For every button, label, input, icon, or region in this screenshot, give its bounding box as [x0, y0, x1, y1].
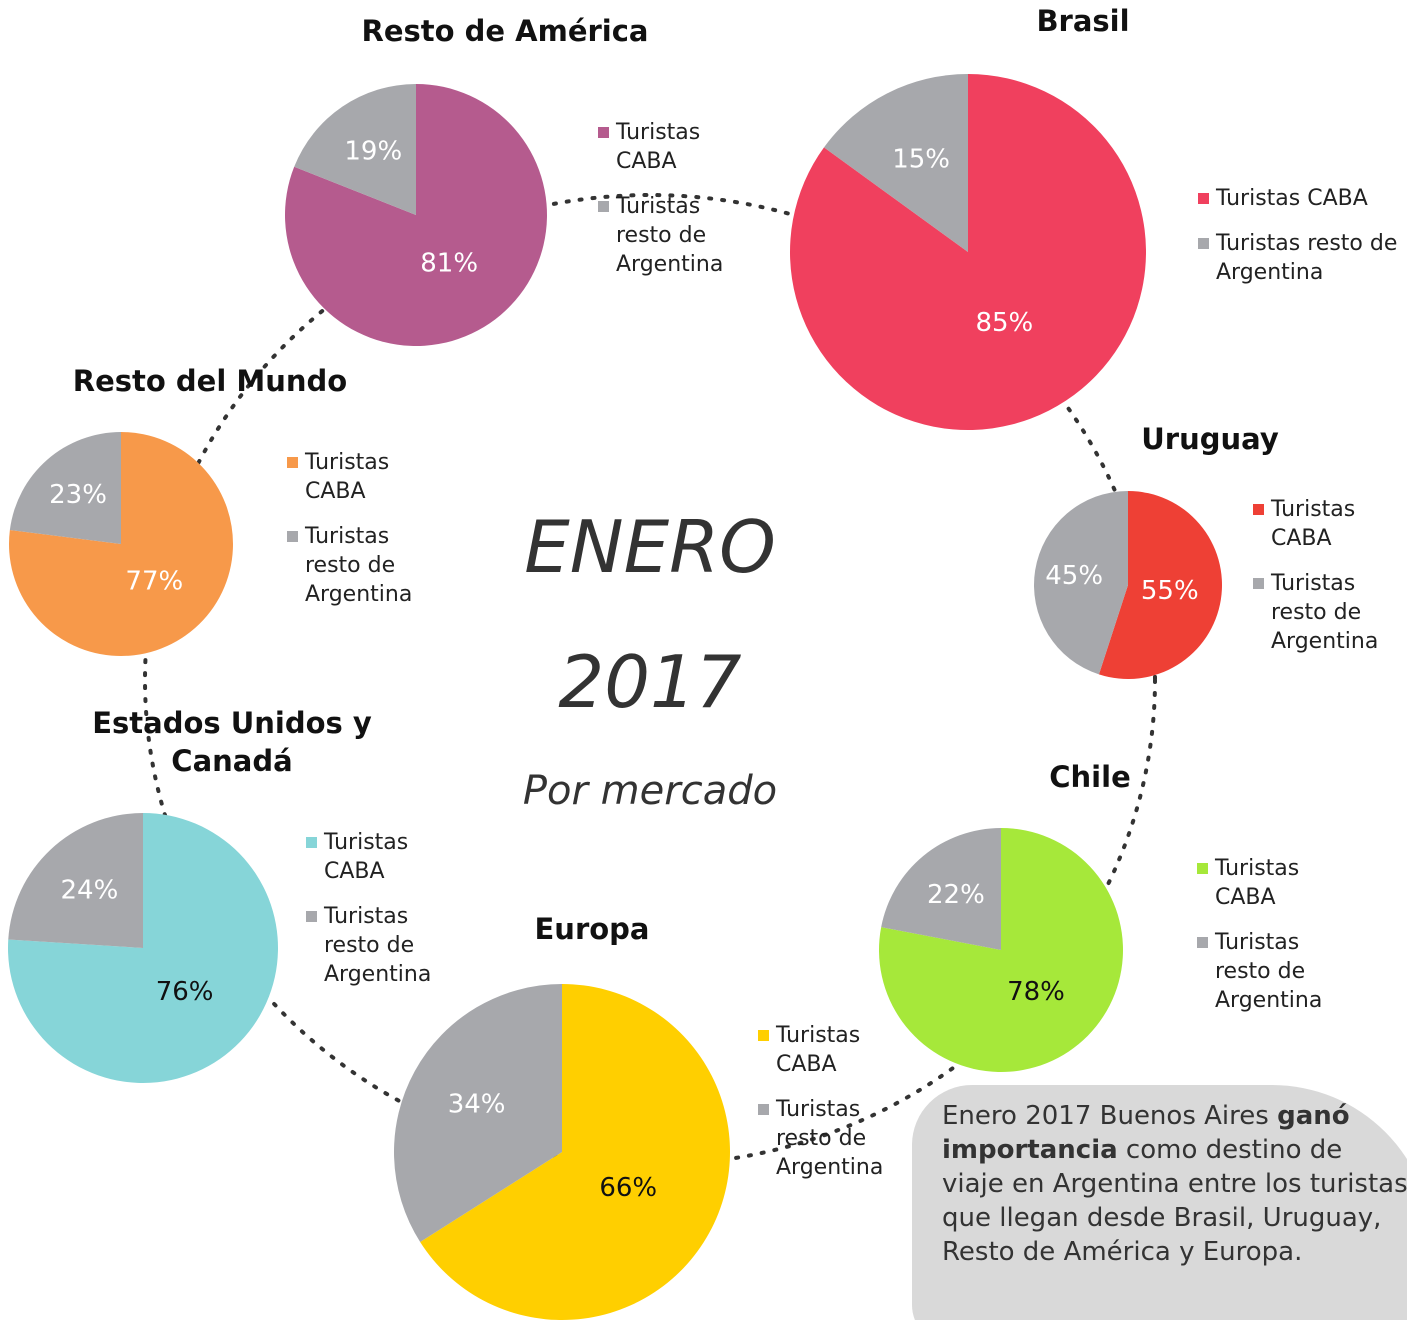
legend-swatch: [287, 457, 298, 468]
legend-swatch: [758, 1030, 769, 1041]
legend-swatch: [1197, 863, 1208, 874]
legend-entry: Turistas resto de Argentina: [758, 1095, 898, 1182]
legend-entry: Turistas resto de Argentina: [1253, 569, 1393, 656]
value-label: 66%: [599, 1173, 657, 1203]
legend-swatch: [598, 127, 609, 138]
pie-title: Uruguay: [1141, 422, 1279, 456]
legend-swatch: [1198, 238, 1209, 249]
legend-label: Turistas CABA: [616, 120, 701, 174]
value-label: 23%: [49, 480, 107, 510]
value-label: 76%: [156, 977, 214, 1007]
legend: Turistas CABA Turistas resto de Argentina: [1197, 854, 1337, 1031]
note-bold: ganó importancia: [942, 1101, 1350, 1165]
value-label: 24%: [61, 875, 119, 905]
header-year: 2017: [558, 640, 742, 724]
legend: Turistas CABA Turistas resto de Argentina: [1253, 495, 1393, 672]
note: Enero 2017 Buenos Aires ganó importancia…: [912, 1085, 1407, 1320]
legend-label: Turistas CABA: [1215, 856, 1300, 910]
legend-swatch: [758, 1104, 769, 1115]
pie-title: Estados Unidos y Canadá: [92, 706, 372, 778]
header-title: ENERO: [524, 505, 776, 589]
legend-label: Turistas CABA: [305, 450, 390, 504]
value-label: 19%: [344, 137, 402, 167]
pie-title: Europa: [534, 912, 650, 946]
pie-title: Chile: [1049, 760, 1131, 794]
legend-swatch: [598, 201, 609, 212]
legend-label: Turistas resto de Argentina: [1216, 231, 1398, 285]
legend-entry: Turistas CABA: [1198, 184, 1398, 213]
legend-entry: Turistas CABA: [1197, 854, 1337, 912]
pie-slice: [420, 984, 730, 1320]
legend-label: Turistas CABA: [1271, 497, 1356, 551]
legend-swatch: [1253, 504, 1264, 515]
value-label: 77%: [125, 566, 183, 596]
header-subtitle: Por mercado: [522, 768, 778, 814]
pie-title: Resto del Mundo: [72, 364, 348, 398]
value-label: 22%: [927, 880, 985, 910]
legend-entry: Turistas resto de Argentina: [1197, 928, 1337, 1015]
legend: Turistas CABA Turistas resto de Argentina: [287, 448, 427, 625]
legend-entry: Turistas CABA: [598, 118, 733, 176]
value-label: 55%: [1141, 576, 1199, 606]
pie-slice: [823, 74, 968, 252]
pie-slice: [393, 984, 562, 1243]
legend: Turistas CABA Turistas resto de Argentina: [1198, 184, 1398, 303]
legend-label: Turistas resto de Argentina: [1271, 571, 1379, 654]
legend-entry: Turistas CABA: [306, 828, 446, 886]
connector: [143, 193, 1157, 1167]
legend-entry: Turistas CABA: [758, 1021, 898, 1079]
legend-swatch: [1197, 937, 1208, 948]
legend-swatch: [306, 911, 317, 922]
value-label: 85%: [975, 308, 1033, 338]
legend-label: Turistas resto de Argentina: [1215, 930, 1323, 1013]
legend-entry: Turistas CABA: [1253, 495, 1393, 553]
legend-swatch: [1198, 193, 1209, 204]
legend-entry: Turistas resto de Argentina: [287, 522, 427, 609]
legend-entry: Turistas CABA: [287, 448, 427, 506]
legend-swatch: [287, 531, 298, 542]
legend-label: Turistas resto de Argentina: [616, 194, 724, 277]
legend-swatch: [306, 837, 317, 848]
note-text: Enero 2017 Buenos Aires: [942, 1101, 1278, 1131]
pie-title: Resto de América: [361, 14, 649, 48]
pie-slice: [1098, 491, 1222, 679]
value-label: 34%: [448, 1090, 506, 1120]
legend-label: Turistas CABA: [324, 830, 409, 884]
legend-entry: Turistas resto de Argentina: [306, 902, 446, 989]
pie-slice: [881, 828, 1001, 950]
legend-label: Turistas resto de Argentina: [305, 524, 413, 607]
pie-slice: [9, 432, 234, 656]
legend: Turistas CABA Turistas resto de Argentina: [598, 118, 733, 295]
pie-slice: [9, 432, 121, 544]
legend-label: Turistas CABA: [776, 1023, 861, 1077]
legend-entry: Turistas resto de Argentina: [1198, 229, 1398, 287]
value-label: 78%: [1007, 977, 1065, 1007]
legend: Turistas CABA Turistas resto de Argentina: [758, 1021, 898, 1198]
legend-swatch: [1253, 578, 1264, 589]
pie-slice: [8, 813, 144, 948]
value-label: 45%: [1045, 561, 1103, 591]
legend-label: Turistas resto de Argentina: [324, 904, 432, 987]
pie-slice: [284, 84, 547, 346]
legend-label: Turistas CABA: [1216, 186, 1368, 211]
legend: Turistas CABA Turistas resto de Argentina: [306, 828, 446, 1005]
pie-slice: [294, 84, 416, 215]
note-text: como destino de viaje en Argentina entre…: [942, 1135, 1407, 1267]
value-label: 15%: [892, 145, 950, 175]
pie-title: Brasil: [1036, 4, 1130, 38]
legend-entry: Turistas resto de Argentina: [598, 192, 733, 279]
pie-slice: [1034, 491, 1128, 675]
legend-label: Turistas resto de Argentina: [776, 1097, 884, 1180]
value-label: 81%: [420, 248, 478, 278]
